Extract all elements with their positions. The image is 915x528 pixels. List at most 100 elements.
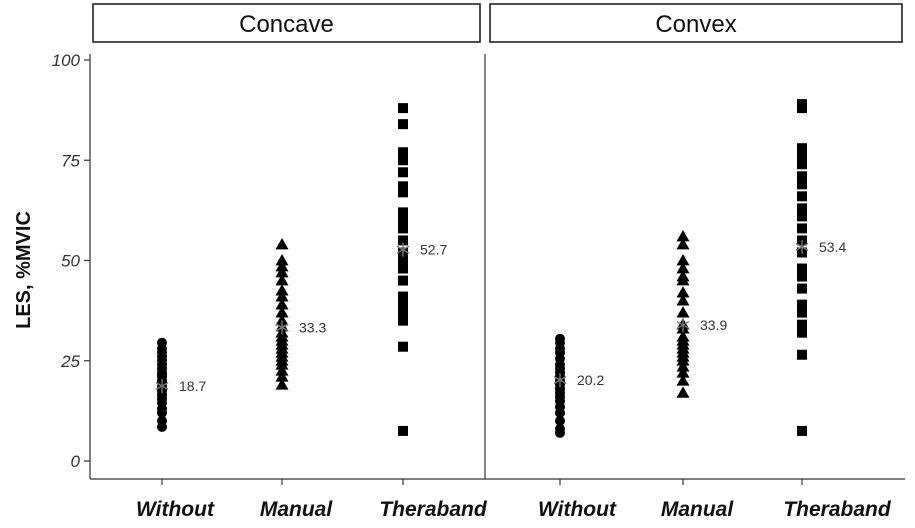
data-point bbox=[398, 223, 408, 234]
data-point bbox=[676, 262, 690, 274]
data-point bbox=[275, 254, 289, 266]
strip-label: Convex bbox=[655, 11, 736, 38]
facet-strip-concave: Concave bbox=[92, 3, 481, 43]
data-point bbox=[797, 223, 807, 234]
data-point bbox=[676, 330, 690, 342]
data-point bbox=[398, 315, 408, 326]
data-point bbox=[797, 271, 807, 282]
mean-asterisk-stroke bbox=[396, 245, 410, 254]
y-tick-label: 25 bbox=[60, 352, 80, 371]
data-point bbox=[555, 423, 565, 434]
data-point bbox=[797, 211, 807, 222]
data-point bbox=[398, 167, 408, 178]
data-point bbox=[797, 151, 807, 162]
data-point bbox=[275, 298, 289, 310]
facet-strips: Concave Convex bbox=[92, 3, 903, 43]
strip-label-bg bbox=[647, 8, 745, 38]
x-tick-label-without: Without bbox=[538, 498, 617, 521]
y-tick-label: 75 bbox=[61, 151, 80, 170]
data-point bbox=[398, 147, 408, 158]
data-point bbox=[555, 415, 565, 426]
mean-value-label: 53.4 bbox=[819, 239, 846, 255]
data-point bbox=[398, 103, 408, 114]
data-point bbox=[797, 349, 807, 360]
group-convex-theraband bbox=[797, 99, 807, 436]
data-point bbox=[797, 203, 807, 214]
data-point bbox=[275, 290, 289, 302]
data-point bbox=[676, 366, 690, 378]
mean-value-label: 52.7 bbox=[420, 242, 447, 258]
data-point bbox=[797, 143, 807, 154]
data-point bbox=[797, 425, 807, 436]
y-tick-label: 50 bbox=[61, 252, 80, 271]
group-concave-theraband bbox=[398, 103, 408, 436]
x-tick-label-manual: Manual bbox=[661, 498, 735, 521]
data-point bbox=[275, 306, 289, 318]
data-point bbox=[275, 370, 289, 382]
y-axis-label: LES, %MVIC bbox=[13, 211, 35, 329]
data-point bbox=[275, 274, 289, 286]
data-point bbox=[676, 237, 690, 250]
data-point bbox=[398, 263, 408, 274]
data-point bbox=[555, 333, 565, 344]
mean-value-label: 20.2 bbox=[577, 372, 604, 388]
data-point bbox=[398, 235, 408, 246]
data-point bbox=[275, 314, 289, 326]
data-point bbox=[157, 415, 167, 426]
data-point bbox=[797, 299, 807, 310]
data-point bbox=[797, 263, 807, 274]
data-point bbox=[275, 284, 289, 296]
data-point bbox=[676, 306, 690, 318]
data-point bbox=[797, 171, 807, 182]
data-point bbox=[676, 270, 690, 282]
x-tick-label-without: Without bbox=[136, 498, 215, 521]
data-point bbox=[275, 260, 289, 272]
data-point bbox=[398, 187, 408, 198]
data-point bbox=[275, 237, 289, 250]
y-tick-label: 100 bbox=[52, 51, 81, 70]
mean-marker: 33.9 bbox=[676, 317, 727, 333]
data-point bbox=[398, 309, 408, 320]
mean-value-label: 33.9 bbox=[700, 317, 727, 333]
group-concave-manual bbox=[275, 237, 289, 390]
data-point bbox=[676, 360, 690, 372]
mean-asterisk-stroke bbox=[275, 323, 289, 332]
y-tick-label: 0 bbox=[71, 452, 81, 471]
mean-marker: 18.7 bbox=[155, 378, 206, 394]
data-point bbox=[275, 266, 289, 278]
facet-strip-convex: Convex bbox=[489, 3, 903, 43]
data-point bbox=[398, 303, 408, 314]
data-point bbox=[797, 99, 807, 110]
mean-marker: 52.7 bbox=[396, 242, 447, 258]
data-point bbox=[275, 364, 289, 376]
strip-label: Concave bbox=[239, 11, 334, 38]
mean-asterisk-stroke bbox=[155, 381, 169, 391]
mean-asterisk-stroke bbox=[553, 375, 567, 385]
mean-value-label: 33.3 bbox=[299, 319, 326, 335]
data-point bbox=[676, 374, 690, 386]
data-point bbox=[398, 291, 408, 302]
data-point bbox=[797, 327, 807, 338]
data-points bbox=[157, 99, 807, 438]
data-point bbox=[398, 119, 408, 130]
data-point bbox=[398, 181, 408, 192]
mean-marker: 33.3 bbox=[275, 319, 326, 335]
group-convex-manual bbox=[676, 229, 690, 398]
strip-label-bg bbox=[231, 8, 342, 38]
data-point bbox=[676, 229, 690, 242]
data-point bbox=[275, 378, 289, 390]
x-tick-label-theraband: Theraband bbox=[379, 498, 488, 521]
mean-asterisk-stroke bbox=[795, 242, 809, 251]
data-point bbox=[797, 319, 807, 330]
data-point bbox=[797, 283, 807, 294]
data-point bbox=[676, 386, 690, 398]
axes: 0 25 50 75 100 Without Manual Theraband Without M… bbox=[52, 51, 905, 521]
data-point bbox=[398, 255, 408, 266]
data-point bbox=[398, 425, 408, 436]
mean-value-label: 18.7 bbox=[179, 378, 206, 394]
data-point bbox=[398, 275, 408, 286]
data-point bbox=[676, 286, 690, 298]
mean-marker: 20.2 bbox=[553, 372, 604, 388]
data-point bbox=[398, 215, 408, 226]
